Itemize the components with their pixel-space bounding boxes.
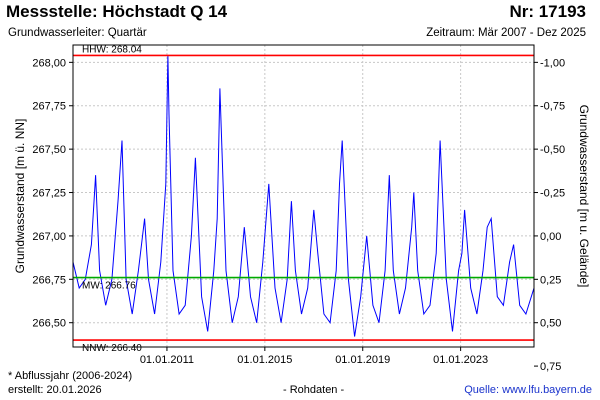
- aquifer-label: Grundwasserleiter: Quartär: [8, 27, 147, 39]
- y2-tick-label: -1,00: [540, 57, 565, 69]
- y2-axis-label: Grundwasserstand [m u. Gelände]: [577, 105, 591, 288]
- station-number: Nr: 17193: [509, 2, 586, 21]
- x-tick-label: 01.01.2023: [433, 354, 488, 366]
- rawdata-label: - Rohdaten -: [283, 384, 345, 396]
- plot-frame: [72, 44, 535, 348]
- y2-tick-label: 0,75: [540, 361, 561, 373]
- y2-tick-label: -0,25: [540, 188, 565, 200]
- created-date: erstellt: 20.01.2026: [8, 384, 102, 396]
- y2-tick-label: 0,25: [540, 274, 561, 286]
- y2-tick-label: 0,50: [540, 318, 561, 330]
- x-tick-label: 01.01.2011: [140, 354, 194, 366]
- station-title: Messstelle: Höchstadt Q 14: [6, 2, 228, 21]
- y-tick-label: 267,25: [32, 188, 66, 200]
- hhw-label: HHW: 268.04: [82, 44, 142, 55]
- nnw-label: NNW: 266.40: [82, 343, 142, 354]
- y2-tick-label: 0,00: [540, 231, 561, 243]
- y-tick-label: 267,75: [32, 101, 66, 113]
- y2-tick-label: -0,75: [540, 101, 565, 113]
- footnote-runoff-year: * Abflussjahr (2006-2024): [8, 370, 133, 382]
- y-axis-label: Grundwasserstand [m ü. NN]: [13, 119, 27, 274]
- y-tick-label: 267,50: [32, 144, 66, 156]
- y-tick-label: 266,75: [32, 274, 66, 286]
- y2-tick-label: -0,50: [540, 144, 565, 156]
- period-label: Zeitraum: Mär 2007 - Dez 2025: [426, 27, 586, 39]
- x-tick-label: 01.01.2015: [237, 354, 292, 366]
- x-tick-label: 01.01.2019: [335, 354, 390, 366]
- y-tick-label: 268,00: [32, 57, 66, 69]
- y-tick-label: 267,00: [32, 231, 66, 243]
- groundwater-series-line: [72, 55, 535, 337]
- source-link[interactable]: Quelle: www.lfu.bayern.de: [464, 384, 592, 396]
- y-tick-label: 266,50: [32, 318, 66, 330]
- mw-label: MW: 266.76: [82, 281, 136, 292]
